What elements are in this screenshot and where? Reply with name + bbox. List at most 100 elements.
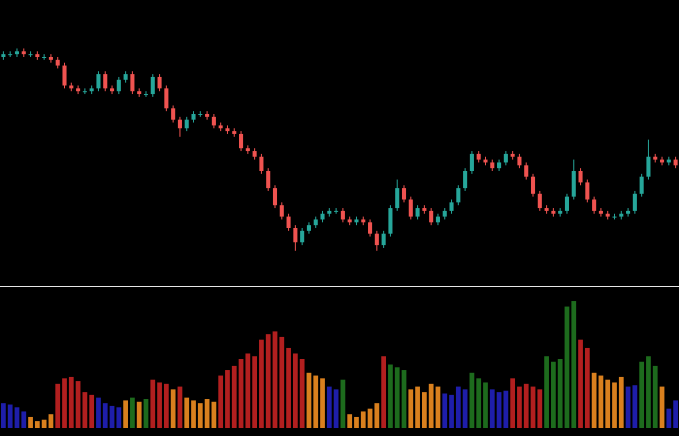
volume-bar bbox=[476, 378, 482, 428]
candle-body bbox=[320, 213, 325, 220]
volume-bar bbox=[625, 386, 631, 428]
volume-bar bbox=[401, 370, 407, 428]
candle-body bbox=[469, 153, 474, 171]
candle-body bbox=[218, 125, 223, 129]
candle-body bbox=[578, 171, 583, 183]
candle-body bbox=[626, 210, 631, 214]
candle-body bbox=[435, 216, 440, 223]
volume-bar bbox=[102, 403, 108, 428]
candle-body bbox=[408, 199, 413, 217]
volume-bar bbox=[421, 392, 427, 428]
volume-bar bbox=[428, 383, 434, 428]
candle-body bbox=[347, 219, 352, 223]
volume-bar bbox=[523, 383, 529, 428]
candle-body bbox=[422, 208, 427, 211]
volume-bar bbox=[564, 306, 570, 428]
volume-bar bbox=[598, 375, 604, 428]
candle-body bbox=[592, 199, 597, 211]
candle-body bbox=[184, 119, 189, 129]
volume-bar bbox=[150, 379, 156, 428]
candle-body bbox=[374, 233, 379, 246]
candle-body bbox=[673, 159, 678, 166]
volume-bar bbox=[455, 386, 461, 428]
volume-bar bbox=[238, 359, 244, 428]
candle-body bbox=[35, 54, 40, 57]
volume-bar bbox=[612, 382, 617, 428]
candle-body bbox=[537, 193, 542, 209]
volume-bar bbox=[136, 401, 142, 428]
candle-body bbox=[388, 208, 393, 234]
volume-bar bbox=[435, 386, 441, 428]
volume-bar bbox=[673, 400, 678, 428]
volume-bar bbox=[204, 399, 210, 428]
candle-body bbox=[361, 219, 366, 223]
volume-bar bbox=[462, 389, 468, 428]
candle-body bbox=[69, 85, 74, 89]
candle-body bbox=[354, 219, 359, 223]
candle-body bbox=[429, 210, 434, 223]
candle-body bbox=[605, 213, 610, 217]
candle-body bbox=[659, 159, 665, 163]
volume-bar bbox=[517, 386, 522, 428]
candle-body bbox=[551, 210, 556, 214]
volume-bar bbox=[415, 386, 420, 428]
candle-body bbox=[612, 216, 617, 218]
volume-bar bbox=[211, 401, 217, 428]
volume-bar bbox=[584, 347, 590, 428]
volume-bar bbox=[605, 379, 611, 428]
candle-body bbox=[205, 114, 210, 117]
volume-bar bbox=[245, 353, 251, 428]
volume-bar bbox=[96, 397, 101, 428]
candle-body bbox=[524, 165, 529, 177]
candle-body bbox=[381, 233, 386, 246]
volume-bar bbox=[333, 389, 339, 428]
volume-bar bbox=[252, 356, 258, 428]
volume-bar bbox=[197, 403, 203, 428]
candle-body bbox=[476, 153, 481, 160]
candle-body bbox=[639, 176, 644, 194]
candle-body bbox=[8, 54, 13, 56]
candle-body bbox=[313, 219, 318, 226]
candle-body bbox=[177, 119, 182, 129]
volume-bar bbox=[503, 390, 509, 428]
candle-body bbox=[497, 162, 502, 169]
volume-bar bbox=[265, 334, 271, 428]
candle-body bbox=[259, 156, 264, 171]
candle-body bbox=[598, 210, 603, 214]
candle-body bbox=[137, 91, 142, 95]
candle-body bbox=[558, 210, 563, 214]
candle-body bbox=[442, 210, 447, 217]
volume-bar bbox=[374, 403, 380, 428]
candle-body bbox=[130, 74, 135, 92]
volume-bar bbox=[469, 372, 475, 428]
volume-bar bbox=[1, 403, 6, 428]
volume-bar bbox=[449, 394, 454, 428]
candle-body bbox=[225, 128, 230, 132]
volume-bar bbox=[62, 378, 67, 428]
candle-body bbox=[503, 153, 508, 163]
volume-bar bbox=[571, 301, 577, 428]
candle-body bbox=[171, 108, 176, 120]
candle-body bbox=[585, 182, 590, 200]
candle-body bbox=[266, 171, 271, 189]
candle-body bbox=[198, 114, 203, 115]
volume-bar bbox=[28, 416, 33, 428]
volume-bar bbox=[347, 414, 353, 428]
volume-bar bbox=[191, 400, 196, 428]
volume-bar bbox=[659, 386, 665, 428]
candle-body bbox=[653, 156, 658, 160]
volume-bar bbox=[537, 389, 543, 428]
volume-bar bbox=[184, 397, 190, 428]
candle-body bbox=[42, 57, 47, 58]
volume-bar bbox=[496, 392, 502, 428]
volume-bar bbox=[326, 386, 332, 428]
candle-body bbox=[334, 210, 339, 212]
volume-bar bbox=[89, 394, 95, 428]
volume-bar bbox=[259, 339, 264, 428]
candle-body bbox=[666, 159, 671, 163]
candle-body bbox=[564, 196, 570, 211]
volume-bar bbox=[394, 367, 400, 428]
volume-bar bbox=[652, 365, 658, 428]
volume-bar bbox=[578, 339, 583, 428]
volume-bar bbox=[7, 404, 13, 428]
